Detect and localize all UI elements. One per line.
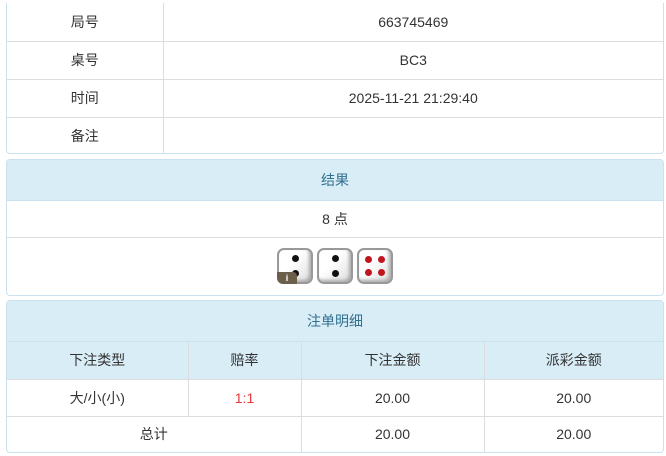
label: 桌号 <box>7 40 164 80</box>
round-info-table: 局号 663745469 桌号 BC3 时间 2025-11-21 21:29:40 … <box>7 3 663 153</box>
total-amount: 20.00 <box>300 415 485 452</box>
result-points: 8 点 <box>7 201 663 238</box>
row-table-id: 桌号 BC3 <box>7 40 663 80</box>
pip <box>377 256 385 264</box>
total-payout: 20.00 <box>483 415 663 452</box>
table-row: 大/小(小) 1:1 20.00 20.00 <box>7 378 663 417</box>
total-row: 总计 20.00 20.00 <box>7 415 663 452</box>
total-label: 总计 <box>7 415 302 452</box>
label: 局号 <box>7 3 164 42</box>
row-remark: 备注 <box>7 116 663 153</box>
pip <box>331 255 339 263</box>
payout: 20.00 <box>483 378 663 417</box>
round-id: 663745469 <box>162 3 663 42</box>
table-id: BC3 <box>162 40 663 80</box>
pip <box>331 269 339 277</box>
bet-details-title: 注单明细 <box>7 301 663 342</box>
bet-type: 大/小(小) <box>7 378 189 417</box>
result-title: 结果 <box>7 160 663 201</box>
round-info-panel: 局号 663745469 桌号 BC3 时间 2025-11-21 21:29:40 … <box>6 3 664 154</box>
die-4 <box>357 248 393 284</box>
time: 2025-11-21 21:29:40 <box>162 78 663 118</box>
col-bet-amount: 下注金额 <box>300 342 485 380</box>
pip <box>377 268 385 276</box>
bet-amount: 20.00 <box>300 378 485 417</box>
pip <box>365 256 373 264</box>
col-bet-type: 下注类型 <box>7 342 189 380</box>
row-round-id: 局号 663745469 <box>7 3 663 42</box>
column-header-row: 下注类型 赔率 下注金额 派彩金额 <box>7 342 663 380</box>
label: 时间 <box>7 78 164 118</box>
die-2 <box>317 248 353 284</box>
col-odds: 赔率 <box>187 342 302 380</box>
pip <box>365 268 373 276</box>
remark <box>162 116 663 153</box>
info-icon[interactable]: i <box>277 272 297 284</box>
bet-details-table: 下注类型 赔率 下注金额 派彩金额 大/小(小) 1:1 20.00 20.00… <box>7 342 663 452</box>
dice-row: i <box>7 238 663 292</box>
col-payout: 派彩金额 <box>483 342 663 380</box>
odds: 1:1 <box>187 378 302 417</box>
die-2: i <box>277 248 313 284</box>
bet-details-panel: 注单明细 下注类型 赔率 下注金额 派彩金额 大/小(小) 1:1 20.00 … <box>6 300 664 453</box>
row-time: 时间 2025-11-21 21:29:40 <box>7 78 663 118</box>
pip <box>291 255 299 263</box>
result-panel: 结果 8 点 i <box>6 159 664 296</box>
label: 备注 <box>7 116 164 153</box>
